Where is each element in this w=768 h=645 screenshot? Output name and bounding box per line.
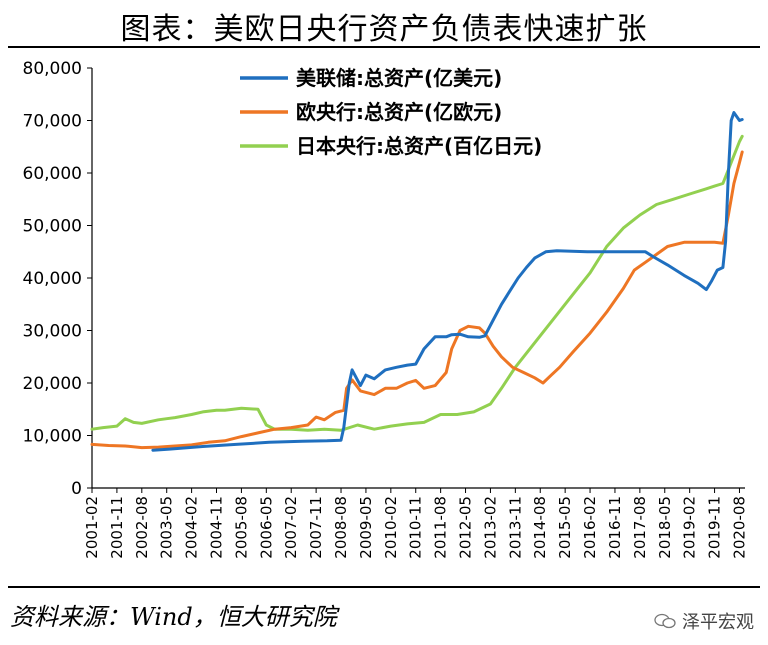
x-tick-label: 2015-05: [556, 496, 574, 559]
legend-label: 美联储:总资产(亿美元): [296, 66, 502, 90]
x-tick-label: 2016-11: [606, 496, 624, 559]
x-tick-label: 2007-11: [307, 496, 325, 559]
x-tick-label: 2016-02: [581, 496, 599, 559]
x-tick-label: 2018-05: [656, 496, 674, 559]
chart-legend: 美联储:总资产(亿美元) 欧央行:总资产(亿欧元) 日本央行:总资产(百亿日元): [240, 66, 542, 158]
x-tick-label: 2014-08: [531, 496, 549, 559]
x-tick-label: 2006-05: [257, 496, 275, 559]
y-tick-label: 50,000: [23, 217, 82, 237]
y-tick-label: 0: [71, 479, 82, 499]
y-tick-label: 30,000: [23, 322, 82, 342]
y-tick-label: 40,000: [23, 269, 82, 289]
series-line: [90, 134, 744, 432]
y-tick-label: 10,000: [23, 427, 82, 447]
wechat-icon: [654, 613, 676, 629]
x-tick-label: 2007-02: [282, 496, 300, 559]
y-tick-label: 60,000: [23, 164, 82, 184]
x-tick-label: 2005-08: [232, 496, 250, 559]
title-divider: [8, 46, 760, 48]
page-title: 图表：美欧日央行资产负债表快速扩张: [120, 12, 648, 47]
x-tick-label: 2019-11: [706, 496, 724, 559]
x-tick-label: 2009-05: [357, 496, 375, 559]
y-tick-label: 80,000: [23, 59, 82, 79]
x-tick-label: 2019-02: [681, 496, 699, 559]
series-line: [90, 150, 744, 450]
source-note: 资料来源：Wind，恒大研究院: [10, 603, 337, 631]
x-tick-label: 2004-02: [183, 496, 201, 559]
x-tick-label: 2010-02: [382, 496, 400, 559]
chart-axes: 0 10,000 20,000 30,000 40,000 50,000 60,000 70,…: [23, 59, 749, 559]
x-tick-label: 2010-11: [407, 496, 425, 559]
brand-mark: 泽平宏观: [654, 608, 754, 634]
y-tick-label: 20,000: [23, 374, 82, 394]
x-tick-label: 2013-11: [506, 496, 524, 559]
brand-name: 泽平宏观: [682, 612, 754, 633]
x-tick-label: 2020-08: [730, 496, 748, 559]
x-tick-label: 2002-08: [133, 496, 151, 559]
x-tick-label: 2003-05: [158, 496, 176, 559]
series-line: [151, 111, 744, 452]
x-tick-label: 2017-08: [631, 496, 649, 559]
x-tick-label: 2011-08: [432, 496, 450, 559]
x-tick-label: 2001-02: [83, 496, 101, 559]
legend-label: 欧央行:总资产(亿欧元): [296, 100, 502, 124]
chart-series: [90, 111, 744, 452]
x-tick-label: 2004-11: [208, 496, 226, 559]
y-tick-label: 70,000: [23, 112, 82, 132]
legend-label: 日本央行:总资产(百亿日元): [296, 134, 542, 158]
x-tick-label: 2008-08: [332, 496, 350, 559]
x-tick-label: 2001-11: [108, 496, 126, 559]
x-tick-label: 2012-05: [457, 496, 475, 559]
chart: 0 10,000 20,000 30,000 40,000 50,000 60,000 70,…: [23, 59, 749, 559]
x-tick-label: 2013-02: [481, 496, 499, 559]
footer-divider: [8, 586, 760, 588]
